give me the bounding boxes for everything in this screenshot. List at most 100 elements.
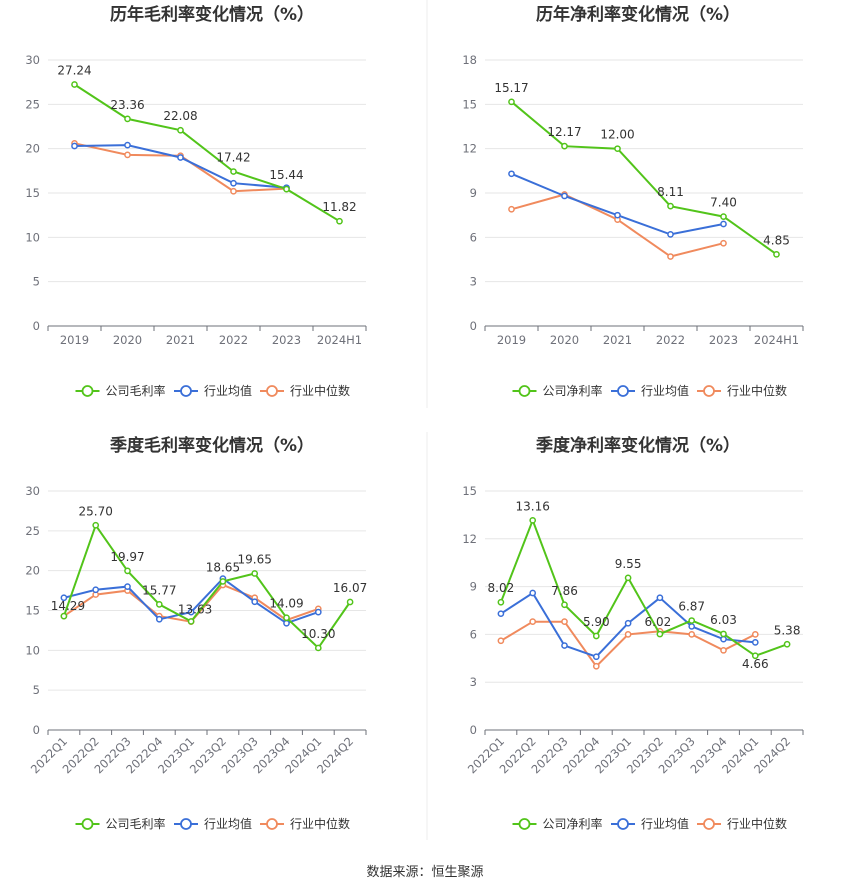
legend-label: 行业均值	[641, 816, 689, 831]
series-line	[510, 101, 778, 256]
data-point	[720, 646, 727, 654]
y-tick-label: 10	[25, 643, 40, 657]
legend-item: 公司净利率	[512, 816, 603, 831]
data-label: 6.87	[678, 600, 705, 614]
quarterly-net-margin-chart: 季度净利率变化情况（%）036912152022Q12022Q22022Q320…	[462, 435, 804, 831]
legend-item: 行业均值	[611, 816, 689, 831]
data-point	[720, 635, 727, 643]
y-tick-label: 3	[470, 675, 477, 689]
legend-label: 公司净利率	[543, 383, 603, 398]
data-point	[92, 586, 100, 594]
legend-swatch-marker	[518, 818, 531, 830]
data-point	[688, 631, 696, 638]
data-label: 4.66	[742, 657, 769, 671]
data-label: 8.02	[488, 581, 515, 595]
data-point	[124, 583, 131, 590]
data-point	[529, 618, 537, 626]
y-tick-label: 15	[462, 484, 477, 498]
data-label: 5.38	[774, 623, 801, 637]
data-point	[720, 213, 727, 220]
data-point	[124, 141, 131, 149]
data-label: 19.65	[238, 552, 272, 566]
y-tick-label: 25	[25, 97, 40, 111]
chart-title: 历年毛利率变化情况（%）	[110, 4, 314, 25]
data-point	[508, 205, 515, 213]
data-label: 15.77	[142, 583, 176, 597]
y-tick-label: 5	[33, 683, 40, 697]
data-point	[624, 631, 632, 638]
data-point	[187, 618, 195, 625]
data-point	[124, 567, 131, 575]
data-label: 12.00	[600, 128, 634, 142]
data-point	[656, 630, 664, 638]
legend-label: 公司毛利率	[106, 383, 166, 398]
data-label: 13.63	[178, 602, 212, 616]
y-tick-label: 15	[25, 186, 40, 200]
series-line	[511, 193, 724, 258]
y-tick-label: 0	[33, 319, 40, 333]
x-tick-label: 2024H1	[754, 333, 799, 347]
y-tick-label: 6	[470, 230, 477, 244]
data-label: 7.40	[710, 196, 737, 210]
y-tick-label: 0	[470, 319, 477, 333]
data-point	[529, 589, 537, 597]
data-point	[508, 170, 515, 178]
series-line	[500, 620, 756, 668]
data-source-note: 数据来源：恒生聚源	[366, 865, 483, 880]
legend-item: 行业中位数	[260, 383, 350, 398]
y-tick-label: 12	[462, 142, 477, 156]
data-point	[251, 598, 259, 606]
data-point	[230, 187, 237, 195]
legend-label: 行业中位数	[290, 383, 350, 398]
y-tick-label: 3	[470, 275, 477, 289]
data-point	[124, 115, 131, 123]
data-label: 5.90	[583, 615, 610, 629]
legend-swatch-marker	[266, 818, 278, 830]
legend-swatch-marker	[518, 385, 531, 397]
legend-swatch-marker	[617, 818, 629, 830]
legend-label: 行业均值	[204, 383, 252, 398]
legend-swatch-marker	[266, 385, 278, 397]
data-point	[71, 81, 78, 88]
data-label: 19.97	[110, 550, 144, 564]
data-point	[314, 644, 322, 652]
data-label: 23.36	[110, 98, 144, 112]
data-label: 6.03	[710, 613, 737, 627]
data-label: 13.16	[516, 499, 550, 513]
data-point	[624, 574, 632, 582]
legend-swatch-marker	[617, 385, 629, 397]
y-tick-label: 15	[25, 604, 40, 618]
x-tick-label: 2022	[219, 333, 248, 347]
legend-label: 公司毛利率	[106, 816, 166, 831]
data-point	[751, 631, 759, 638]
data-point	[92, 521, 100, 529]
legend-item: 公司毛利率	[75, 816, 166, 831]
data-point	[283, 619, 290, 627]
data-label: 10.30	[301, 627, 335, 641]
legend-label: 行业中位数	[727, 816, 787, 831]
data-label: 11.82	[322, 200, 356, 214]
data-label: 17.42	[216, 151, 250, 165]
data-point	[624, 619, 632, 627]
series-line	[511, 172, 724, 236]
data-point	[783, 640, 791, 648]
data-point	[155, 601, 163, 608]
data-point	[720, 239, 727, 247]
x-tick-label: 2020	[113, 333, 142, 347]
data-point	[561, 642, 568, 649]
data-point	[283, 185, 290, 193]
data-label: 12.17	[547, 125, 581, 139]
legend-item: 行业均值	[174, 383, 252, 398]
data-label: 15.44	[269, 168, 303, 182]
data-label: 15.17	[494, 81, 528, 95]
series-line	[74, 144, 287, 189]
legend-item: 公司毛利率	[75, 383, 166, 398]
y-tick-label: 9	[470, 580, 477, 594]
data-point	[497, 598, 505, 606]
data-point	[230, 179, 237, 187]
data-point	[497, 637, 505, 645]
y-tick-label: 9	[470, 186, 477, 200]
data-label: 27.24	[57, 63, 91, 77]
y-tick-label: 6	[470, 627, 477, 641]
